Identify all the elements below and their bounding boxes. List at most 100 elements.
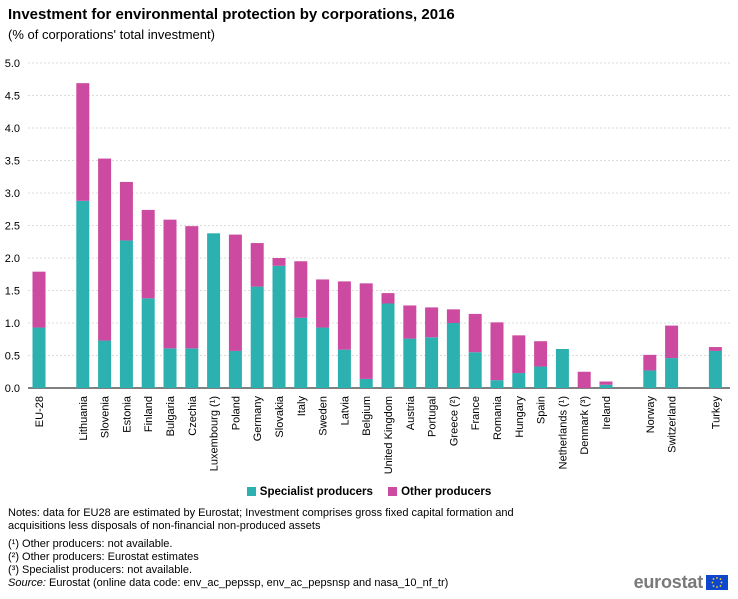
bar-other-19 bbox=[468, 313, 482, 353]
x-tick-label: Spain bbox=[536, 396, 548, 424]
x-tick-label: EU-28 bbox=[34, 396, 46, 427]
bar-specialist-25 bbox=[599, 384, 613, 388]
logo-text: eurostat bbox=[633, 572, 704, 592]
x-tick-label: Switzerland bbox=[667, 396, 679, 453]
bar-specialist-12 bbox=[316, 327, 330, 388]
y-tick-label: 3.5 bbox=[5, 156, 20, 168]
y-tick-label: 3.0 bbox=[5, 188, 20, 200]
x-tick-label: United Kingdom bbox=[383, 396, 395, 474]
bar-specialist-22 bbox=[534, 366, 548, 388]
y-tick-label: 1.0 bbox=[5, 318, 20, 330]
bar-other-17 bbox=[425, 307, 439, 338]
x-tick-label: Germany bbox=[252, 396, 264, 442]
x-tick-label: Belgium bbox=[361, 396, 373, 436]
legend-item-specialist: Specialist producers bbox=[246, 486, 373, 498]
x-tick-label: Turkey bbox=[710, 396, 722, 430]
bar-other-11 bbox=[294, 261, 308, 318]
x-tick-label: Sweden bbox=[318, 396, 330, 436]
bar-specialist-13 bbox=[337, 349, 351, 388]
x-tick-label: Norway bbox=[645, 396, 657, 434]
x-tick-label: Ireland bbox=[601, 396, 613, 430]
bar-specialist-7 bbox=[207, 233, 221, 388]
bar-specialist-2 bbox=[98, 340, 112, 388]
bars bbox=[32, 83, 722, 388]
grid-lines bbox=[28, 62, 730, 389]
bar-other-25 bbox=[599, 381, 613, 385]
x-tick-label: Bulgaria bbox=[165, 395, 177, 436]
source-line: Source: Eurostat (online data code: env_… bbox=[8, 577, 608, 590]
notes-line-1: Notes: data for EU28 are estimated by Eu… bbox=[8, 507, 514, 519]
bar-specialist-20 bbox=[490, 380, 504, 388]
bar-other-0 bbox=[32, 271, 46, 328]
x-tick-label: Poland bbox=[230, 396, 242, 430]
bar-other-12 bbox=[316, 279, 330, 328]
bar-other-28 bbox=[708, 347, 722, 351]
bar-other-6 bbox=[185, 226, 199, 349]
bar-other-18 bbox=[446, 309, 460, 323]
y-tick-label: 0.0 bbox=[5, 383, 20, 395]
legend-item-other: Other producers bbox=[388, 486, 491, 498]
bar-other-10 bbox=[272, 258, 286, 266]
bar-other-4 bbox=[141, 209, 155, 299]
bar-specialist-28 bbox=[708, 350, 722, 388]
bar-specialist-23 bbox=[555, 349, 569, 388]
bar-specialist-16 bbox=[403, 338, 417, 388]
bar-other-24 bbox=[577, 371, 591, 388]
x-tick-label: Greece (²) bbox=[448, 396, 460, 446]
eurostat-logo: eurostat bbox=[634, 572, 728, 593]
bar-specialist-19 bbox=[468, 352, 482, 388]
x-tick-label: Romania bbox=[492, 395, 504, 440]
bar-other-1 bbox=[76, 83, 90, 201]
bar-other-26 bbox=[643, 354, 657, 371]
bar-specialist-11 bbox=[294, 317, 308, 388]
bar-other-22 bbox=[534, 341, 548, 367]
x-tick-label: Finland bbox=[143, 396, 155, 432]
y-tick-label: 4.0 bbox=[5, 123, 20, 135]
x-tick-label: France bbox=[470, 396, 482, 430]
x-tick-label: Estonia bbox=[121, 395, 133, 433]
bar-specialist-1 bbox=[76, 200, 90, 388]
legend-label-other: Other producers bbox=[401, 486, 492, 498]
bar-specialist-10 bbox=[272, 265, 286, 388]
bar-other-21 bbox=[512, 335, 526, 374]
bar-other-15 bbox=[381, 293, 395, 304]
bar-specialist-26 bbox=[643, 370, 657, 388]
chart-title: Investment for environmental protection … bbox=[8, 6, 455, 23]
bar-chart: 0.0 0.5 1.0 1.5 2.0 2.5 3.0 3.5 4.0 4.5 5.0 EU-28 L… bbox=[5, 58, 730, 474]
legend-swatch-specialist bbox=[246, 487, 256, 497]
bar-specialist-3 bbox=[119, 240, 133, 388]
x-tick-labels: EU-28 Lithuania Slovenia Estonia Finland Bulg… bbox=[34, 395, 722, 474]
footnote-2: (²) Other producers: Eurostat estimates bbox=[8, 550, 199, 563]
x-tick-label: Denmark (³) bbox=[579, 396, 591, 455]
y-tick-label: 1.5 bbox=[5, 286, 20, 298]
bar-specialist-9 bbox=[250, 286, 264, 388]
x-tick-label: Luxembourg (¹) bbox=[209, 396, 221, 471]
y-tick-label: 2.5 bbox=[5, 221, 20, 233]
bar-specialist-4 bbox=[141, 298, 155, 388]
bar-specialist-18 bbox=[446, 323, 460, 388]
bar-specialist-8 bbox=[228, 350, 242, 388]
footnote-1: (¹) Other producers: not available. bbox=[8, 537, 173, 550]
bar-other-14 bbox=[359, 283, 373, 379]
bar-specialist-0 bbox=[32, 327, 46, 388]
y-tick-label: 2.0 bbox=[5, 253, 20, 265]
bar-other-27 bbox=[665, 325, 679, 359]
bar-other-20 bbox=[490, 322, 504, 381]
source-text: Eurostat (online data code: env_ac_pepss… bbox=[45, 577, 449, 590]
bar-other-16 bbox=[403, 305, 417, 339]
x-tick-label: Latvia bbox=[339, 395, 351, 425]
x-tick-label: Hungary bbox=[514, 396, 526, 438]
x-tick-label: Slovakia bbox=[274, 395, 286, 437]
source-label: Source: bbox=[8, 577, 46, 590]
bar-other-5 bbox=[163, 219, 177, 349]
x-tick-label: Slovenia bbox=[100, 395, 112, 438]
x-tick-label: Czechia bbox=[187, 395, 199, 436]
x-tick-label: Portugal bbox=[427, 396, 439, 437]
bar-other-13 bbox=[337, 281, 351, 350]
bar-other-2 bbox=[98, 158, 112, 341]
bar-specialist-5 bbox=[163, 348, 177, 388]
x-tick-label: Italy bbox=[296, 396, 308, 417]
legend-label-specialist: Specialist producers bbox=[259, 486, 373, 498]
bar-specialist-27 bbox=[665, 358, 679, 388]
bar-other-9 bbox=[250, 243, 264, 287]
